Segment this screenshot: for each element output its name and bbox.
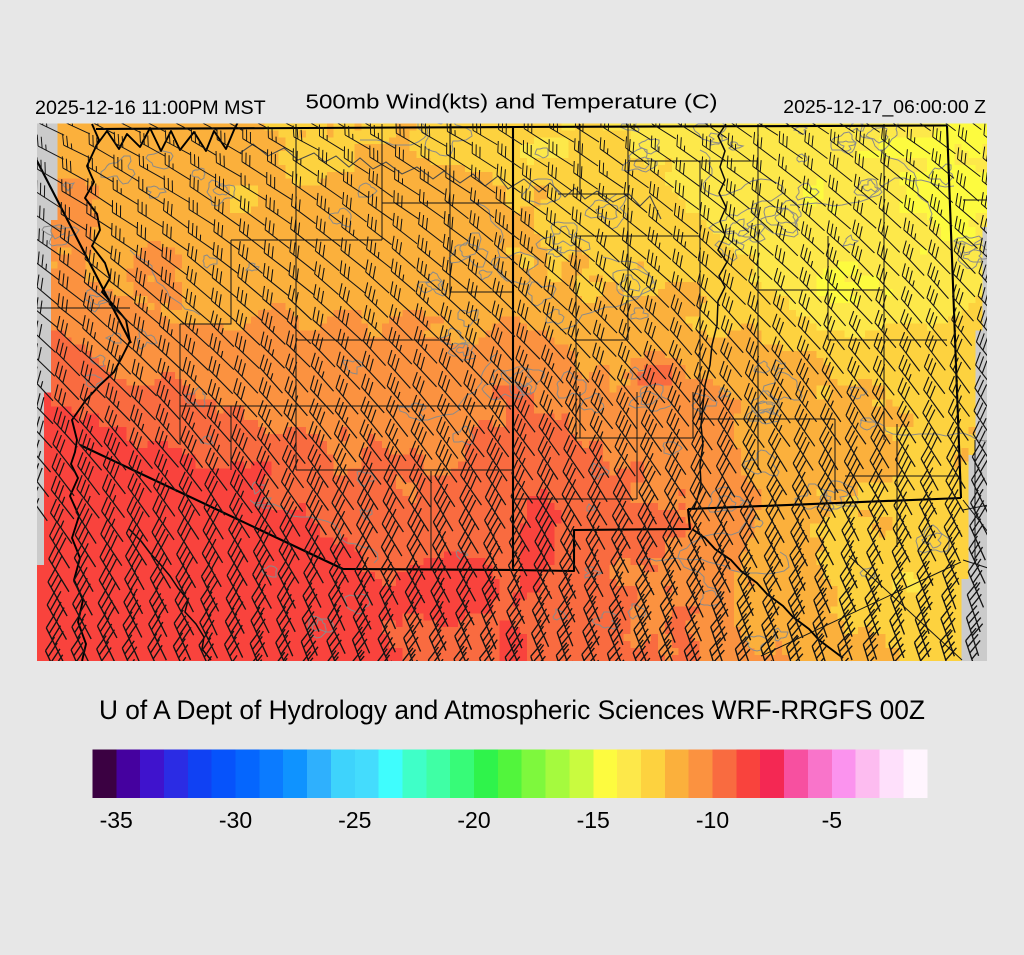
svg-text:-35: -35 — [100, 807, 133, 833]
svg-text:-20: -20 — [457, 807, 490, 833]
svg-text:2025-12-16 11:00PM MST: 2025-12-16 11:00PM MST — [35, 98, 266, 119]
svg-text:-5: -5 — [822, 807, 842, 833]
svg-text:-25: -25 — [338, 807, 371, 833]
svg-text:-30: -30 — [219, 807, 252, 833]
svg-text:-10: -10 — [696, 807, 729, 833]
svg-text:U of A Dept of Hydrology and A: U of A Dept of Hydrology and Atmospheric… — [99, 695, 925, 725]
svg-text:-15: -15 — [577, 807, 610, 833]
svg-text:500mb Wind(kts) and Temperatur: 500mb Wind(kts) and Temperature (C) — [306, 92, 718, 114]
svg-text:2025-12-17_06:00:00 Z: 2025-12-17_06:00:00 Z — [783, 96, 986, 118]
